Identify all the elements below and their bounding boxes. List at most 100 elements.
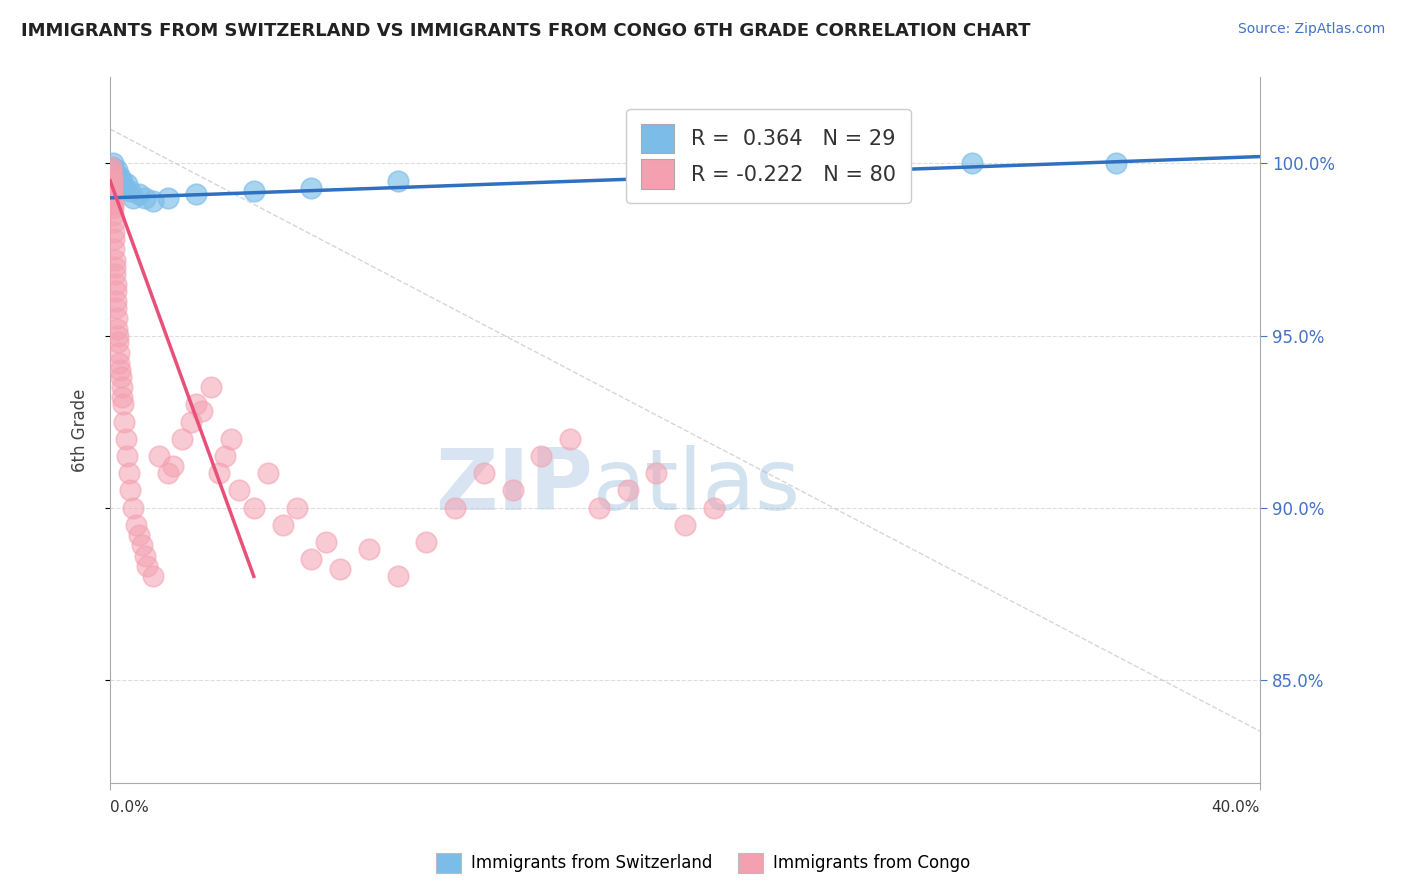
Point [101, 194, 124, 209]
Point [673, 163, 696, 178]
Point [156, 466, 179, 480]
Point [162, 459, 184, 474]
Point [101, 160, 124, 174]
Point [1105, 156, 1128, 170]
Point [558, 432, 581, 446]
Point [100, 163, 122, 178]
Point [243, 500, 266, 515]
Point [105, 321, 128, 335]
Point [214, 449, 236, 463]
Point [105, 294, 128, 309]
Point [105, 170, 128, 185]
Point [104, 174, 127, 188]
Point [110, 174, 132, 188]
Point [315, 535, 337, 549]
Point [111, 397, 134, 411]
Point [645, 466, 668, 480]
Point [444, 500, 467, 515]
Point [271, 517, 294, 532]
Point [186, 187, 208, 202]
Text: 40.0%: 40.0% [1212, 800, 1260, 815]
Legend: Immigrants from Switzerland, Immigrants from Congo: Immigrants from Switzerland, Immigrants … [429, 847, 977, 880]
Point [100, 170, 122, 185]
Point [673, 517, 696, 532]
Point [962, 156, 984, 170]
Point [285, 500, 308, 515]
Point [131, 538, 153, 552]
Point [105, 301, 128, 315]
Point [142, 194, 165, 209]
Point [110, 369, 132, 384]
Point [104, 167, 127, 181]
Point [110, 380, 132, 394]
Point [117, 449, 139, 463]
Point [101, 187, 124, 202]
Point [120, 184, 142, 198]
Point [299, 180, 322, 194]
Point [100, 167, 122, 181]
Y-axis label: 6th Grade: 6th Grade [72, 388, 89, 472]
Point [108, 356, 131, 370]
Point [103, 225, 125, 239]
Point [107, 174, 129, 188]
Point [200, 380, 222, 394]
Point [191, 404, 214, 418]
Point [107, 328, 129, 343]
Point [415, 535, 437, 549]
Point [104, 267, 127, 281]
Point [114, 415, 136, 429]
Point [502, 483, 524, 498]
Point [100, 163, 122, 178]
Legend: R =  0.364   N = 29, R = -0.222   N = 80: R = 0.364 N = 29, R = -0.222 N = 80 [627, 109, 911, 203]
Point [105, 163, 128, 178]
Point [107, 335, 129, 350]
Point [472, 466, 495, 480]
Point [128, 187, 150, 202]
Point [257, 466, 280, 480]
Text: Source: ZipAtlas.com: Source: ZipAtlas.com [1237, 22, 1385, 37]
Text: IMMIGRANTS FROM SWITZERLAND VS IMMIGRANTS FROM CONGO 6TH GRADE CORRELATION CHART: IMMIGRANTS FROM SWITZERLAND VS IMMIGRANT… [21, 22, 1031, 40]
Point [101, 198, 124, 212]
Point [100, 174, 122, 188]
Point [117, 177, 139, 191]
Point [103, 215, 125, 229]
Point [108, 363, 131, 377]
Point [114, 180, 136, 194]
Point [208, 466, 231, 480]
Point [134, 549, 156, 563]
Point [180, 415, 202, 429]
Point [243, 184, 266, 198]
Point [103, 208, 125, 222]
Point [103, 170, 125, 185]
Point [122, 191, 145, 205]
Point [148, 449, 170, 463]
Point [125, 517, 148, 532]
Point [111, 391, 134, 405]
Point [329, 562, 352, 576]
Point [142, 569, 165, 583]
Point [616, 483, 638, 498]
Point [186, 397, 208, 411]
Point [101, 177, 124, 191]
Point [104, 252, 127, 267]
Text: 0.0%: 0.0% [110, 800, 149, 815]
Point [128, 528, 150, 542]
Point [703, 500, 725, 515]
Point [170, 432, 193, 446]
Point [219, 432, 242, 446]
Point [101, 156, 124, 170]
Point [104, 284, 127, 298]
Point [104, 277, 127, 291]
Point [530, 449, 553, 463]
Point [107, 177, 129, 191]
Point [101, 191, 124, 205]
Point [156, 191, 179, 205]
Point [100, 160, 122, 174]
Point [103, 232, 125, 246]
Point [107, 345, 129, 359]
Point [108, 170, 131, 185]
Point [101, 201, 124, 215]
Text: ZIP: ZIP [436, 445, 593, 528]
Point [103, 167, 125, 181]
Point [120, 483, 142, 498]
